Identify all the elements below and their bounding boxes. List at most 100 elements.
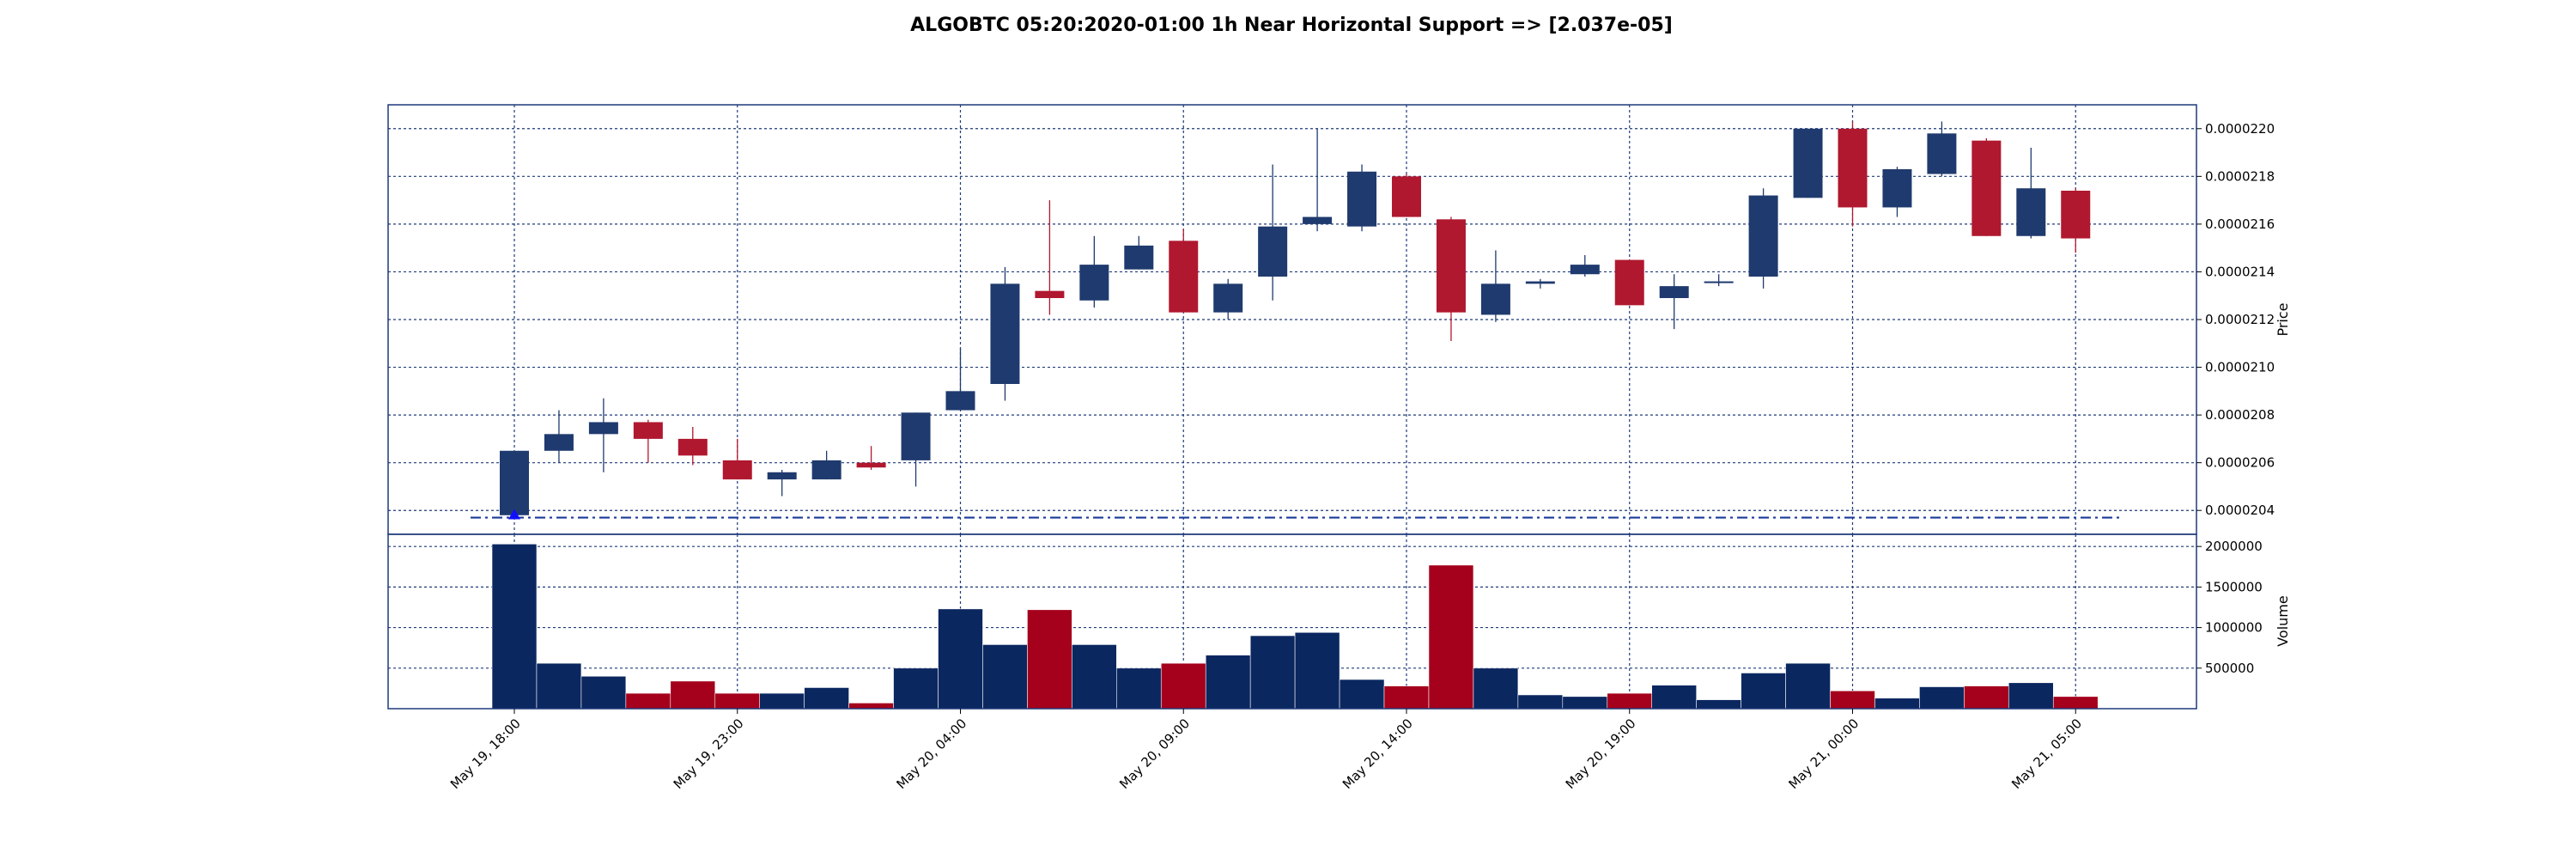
candlestick [1570, 255, 1600, 277]
candlestick [633, 419, 663, 463]
candlestick [990, 266, 1020, 401]
price-axis-label: Price [2275, 302, 2291, 336]
candlestick [767, 470, 797, 497]
candlestick [1793, 128, 1823, 198]
candlestick [588, 398, 618, 472]
price-tick-label: 0.0000216 [2205, 216, 2275, 232]
candle-body [1748, 195, 1778, 277]
volume-bar [1473, 667, 1519, 710]
candle-body [1525, 281, 1555, 284]
candle-body [1659, 286, 1689, 298]
volume-bar [1874, 698, 1920, 710]
candlestick [544, 410, 574, 463]
volume-bar [714, 692, 761, 710]
candlestick [1392, 174, 1421, 217]
volume-axis-ticks: 500000 1000000 1500000 2000000 [2196, 539, 2263, 676]
price-tick-label: 0.0000208 [2205, 407, 2275, 423]
price-tick-label: 0.0000210 [2205, 360, 2275, 375]
candlestick [1838, 121, 1868, 227]
candlestick [1614, 259, 1644, 306]
volume-bar [536, 662, 582, 710]
candlestick [2016, 148, 2046, 239]
candlestick [722, 438, 752, 480]
candle-body [1436, 219, 1466, 313]
volume-bar [1249, 635, 1296, 710]
price-tick-label: 0.0000220 [2205, 121, 2275, 137]
candle-body [1704, 281, 1734, 283]
candle-body [1570, 265, 1600, 275]
chart-title: ALGOBTC 05:20:2020-01:00 1h Near Horizon… [910, 15, 1673, 36]
volume-bar [1072, 644, 1117, 710]
candle-body [1614, 259, 1644, 306]
candle-body [1480, 283, 1510, 315]
candlestick [1169, 228, 1199, 313]
candlestick [1303, 128, 1333, 232]
volume-bar [625, 692, 671, 710]
volume-tick-label: 1500000 [2205, 579, 2263, 594]
volume-bar [2052, 696, 2099, 710]
candle-body [1079, 265, 1109, 301]
candlestick [1704, 274, 1734, 287]
candlestick [1124, 235, 1154, 270]
candle-body [677, 438, 708, 456]
candlestick [1659, 274, 1689, 330]
volume-bar [759, 692, 805, 710]
volume-bar [1160, 662, 1206, 710]
candle-body [990, 283, 1020, 384]
volume-tick-label: 2000000 [2205, 539, 2263, 554]
candlestick [500, 450, 529, 518]
candlestick [1480, 250, 1510, 322]
candle-body [633, 422, 663, 439]
volume-bar [1428, 564, 1474, 710]
candle-body [544, 434, 574, 451]
candle-body [1927, 133, 1957, 174]
price-tick-label: 0.0000218 [2205, 168, 2275, 184]
volume-bar [2008, 682, 2054, 710]
price-tick-label: 0.0000214 [2205, 264, 2275, 279]
candle-body [856, 462, 886, 468]
candlestick [677, 427, 708, 466]
volume-bar [1562, 696, 1608, 710]
volume-bar [1294, 631, 1340, 710]
candlestick [1035, 200, 1065, 315]
candlestick [856, 446, 886, 470]
volume-bar [938, 608, 983, 710]
volume-bar [1964, 685, 2009, 710]
candle-body [1392, 176, 1421, 217]
candlestick [1258, 164, 1288, 301]
candle-body [1303, 216, 1333, 224]
candle-body [2061, 191, 2091, 239]
volume-bar [1741, 673, 1786, 710]
candlestick [1213, 278, 1243, 320]
volume-panel-frame [387, 533, 2197, 710]
candle-body [811, 460, 841, 480]
candlestick [1525, 278, 1555, 289]
candlestick [1748, 188, 1778, 289]
candlestick [811, 450, 841, 480]
candlestick [901, 412, 931, 487]
volume-bar [1785, 662, 1831, 710]
candle-body [1169, 241, 1199, 313]
candlestick [2061, 188, 2091, 253]
candle-body [945, 391, 975, 411]
candle-body [901, 412, 931, 460]
marker-layer [508, 509, 520, 520]
candle-body [1213, 283, 1243, 313]
support-marker [508, 509, 520, 520]
volume-bar [1383, 685, 1430, 710]
volume-bar [1116, 667, 1162, 710]
volume-bar [1919, 686, 1965, 710]
candlestick [1347, 164, 1377, 232]
candle-body [1347, 171, 1377, 227]
volume-bar [1027, 609, 1072, 710]
price-tick-label: 0.0000206 [2205, 455, 2275, 471]
volume-bar [1696, 699, 1741, 710]
price-tick-label: 0.0000212 [2205, 312, 2275, 327]
candlestick [1079, 235, 1109, 308]
volume-bar [1517, 694, 1564, 710]
volume-bar [491, 544, 538, 710]
volume-bar [848, 703, 894, 710]
volume-bar [1830, 690, 1875, 710]
